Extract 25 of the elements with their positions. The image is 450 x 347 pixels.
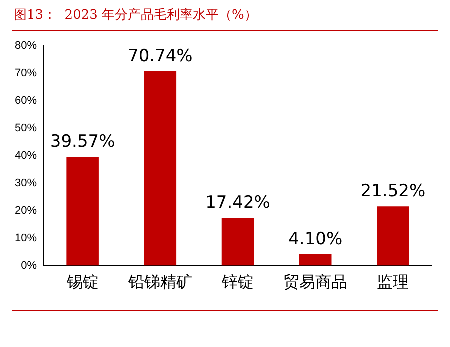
data-label: 70.74% bbox=[128, 46, 193, 66]
x-tick-label: 锌锭 bbox=[221, 272, 254, 292]
data-label: 39.57% bbox=[50, 132, 116, 152]
y-tick-label: 50% bbox=[14, 122, 38, 134]
y-tick-label: 40% bbox=[14, 150, 38, 162]
bar bbox=[222, 218, 254, 266]
x-tick-label: 锡锭 bbox=[66, 272, 99, 292]
bar bbox=[66, 157, 99, 266]
bar bbox=[299, 254, 332, 266]
bar bbox=[377, 206, 410, 266]
bar bbox=[144, 71, 177, 266]
data-label: 4.10% bbox=[288, 229, 343, 250]
y-tick-label: 60% bbox=[14, 94, 38, 107]
y-tick-label: 10% bbox=[14, 232, 38, 244]
x-tick-label: 贸易商品 bbox=[284, 272, 348, 292]
x-tick-label: 铅锑精矿 bbox=[127, 272, 192, 292]
y-tick-label: 70% bbox=[14, 68, 38, 80]
data-label: 21.52% bbox=[360, 182, 426, 202]
chart-title: 图13： 2023 年分产品毛利率水平（%） bbox=[14, 7, 258, 24]
y-tick-label: 0% bbox=[21, 260, 38, 272]
data-label: 17.42% bbox=[206, 192, 270, 213]
y-tick-label: 30% bbox=[14, 177, 38, 190]
y-tick-label: 20% bbox=[14, 204, 38, 217]
x-tick-label: 监理 bbox=[377, 272, 410, 292]
y-tick-label: 80% bbox=[14, 40, 38, 52]
